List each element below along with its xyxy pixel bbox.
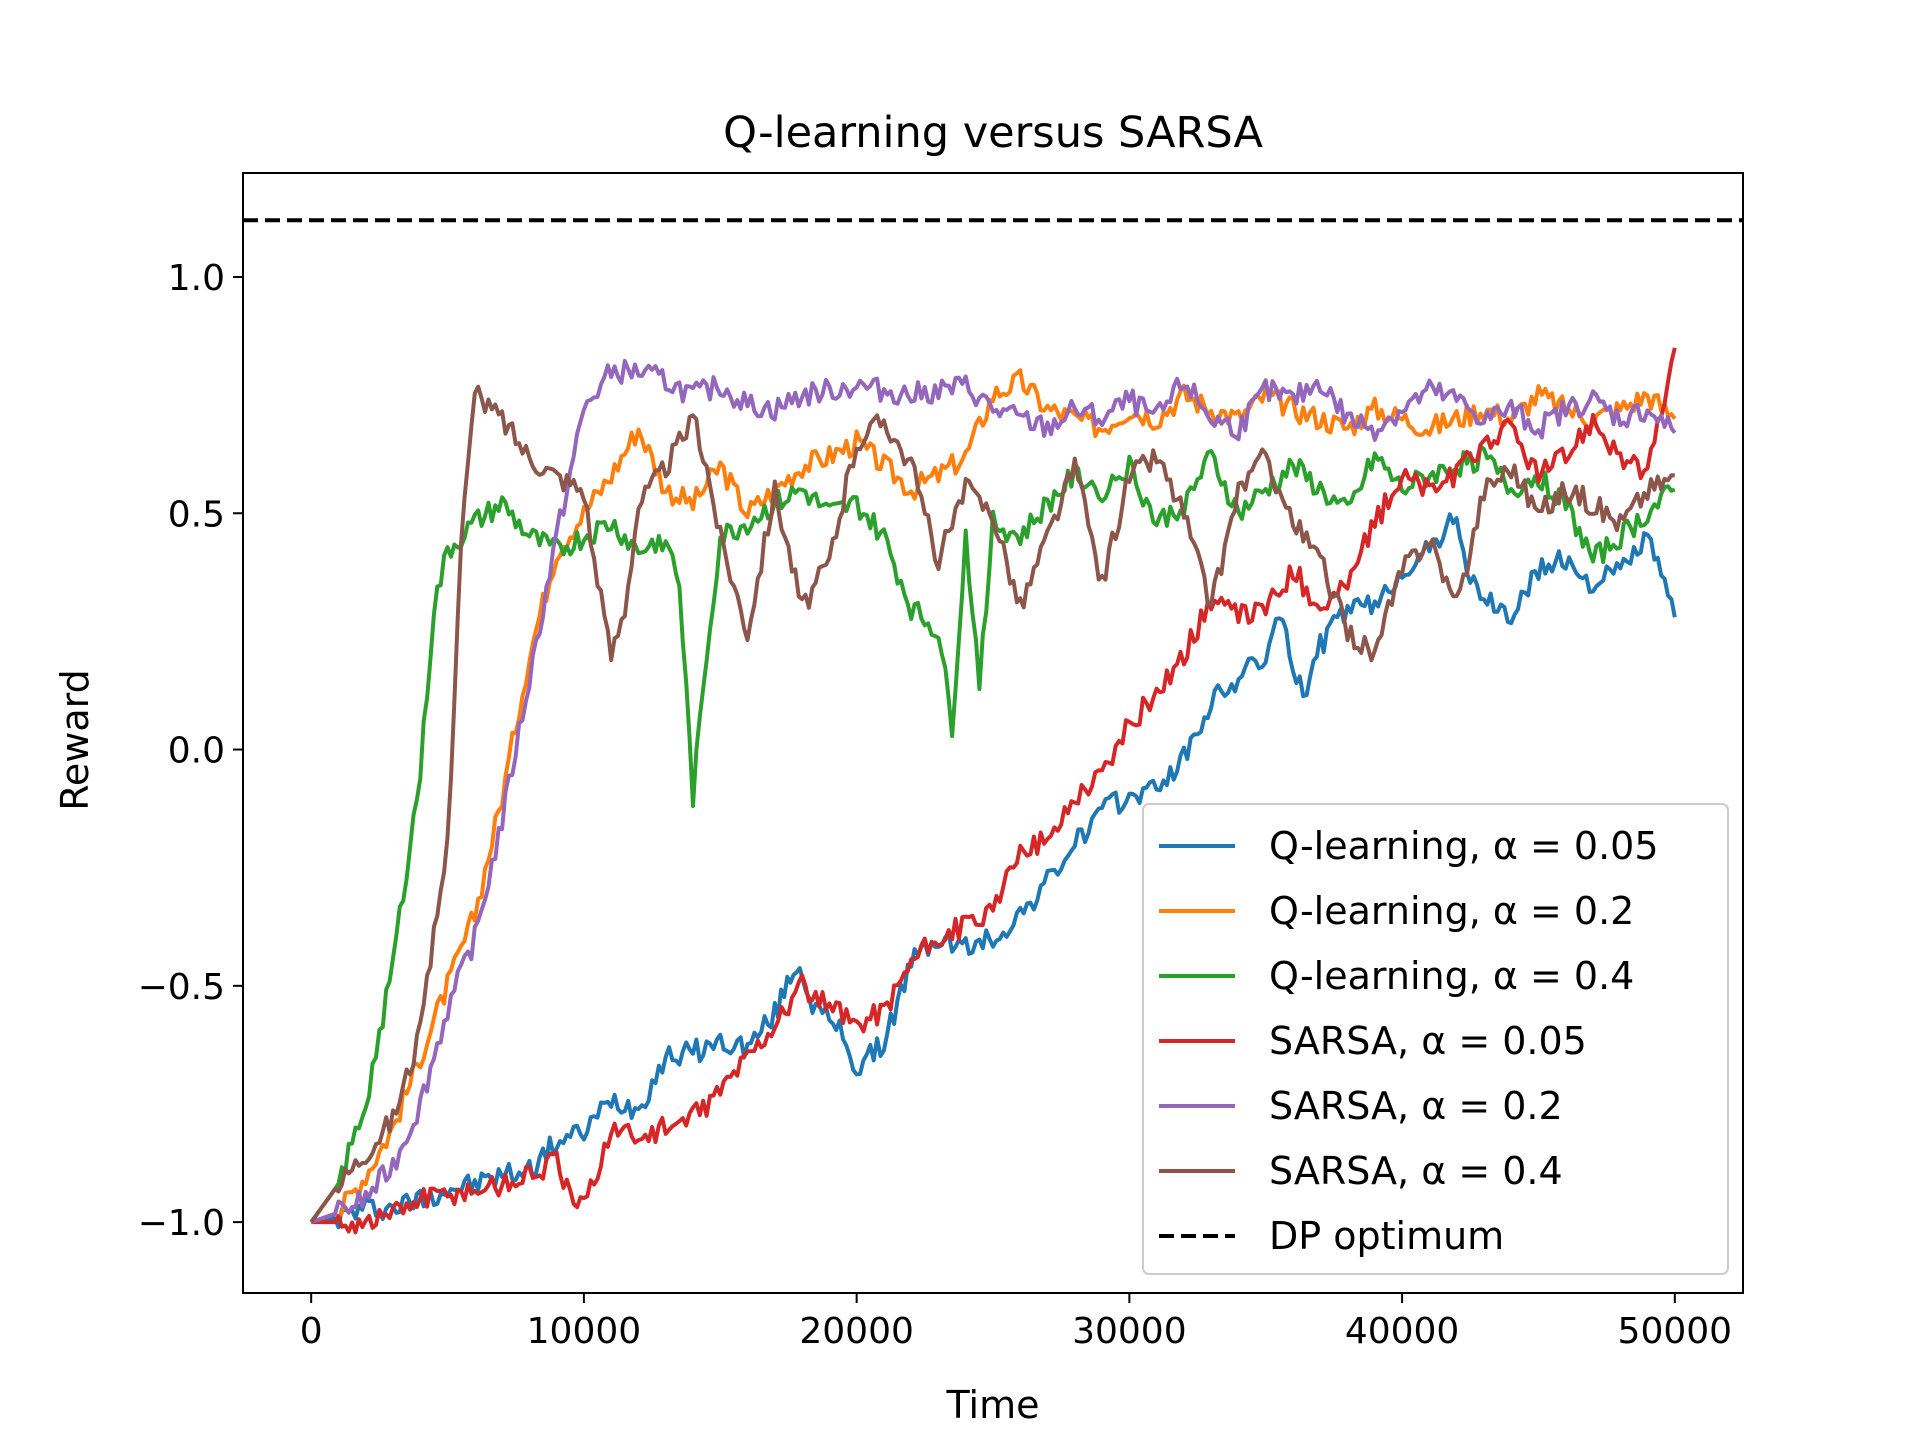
- legend-label: Q-learning, α = 0.4: [1269, 954, 1634, 998]
- y-tick-label: −1.0: [138, 1203, 225, 1244]
- plot-frame: [242, 172, 1744, 1294]
- y-tick-label: −0.5: [138, 967, 225, 1008]
- x-axis-label: Time: [946, 1383, 1040, 1427]
- series-line-6: [309, 384, 1675, 1224]
- chart-title: Q-learning versus SARSA: [723, 108, 1263, 158]
- legend-label: Q-learning, α = 0.05: [1269, 824, 1659, 868]
- series-line-1: [310, 512, 1677, 1230]
- axes: 0 10000 20000 30000 40000 50000 −1.0 −0.5 0.0 0.5…: [138, 172, 1744, 1352]
- legend-label: Q-learning, α = 0.2: [1269, 889, 1634, 933]
- series-line-4: [311, 347, 1677, 1235]
- x-tick-label: 0: [300, 1311, 323, 1352]
- x-tick-label: 30000: [1072, 1311, 1187, 1352]
- x-tick-label: 20000: [799, 1311, 914, 1352]
- legend-label: SARSA, α = 0.2: [1269, 1084, 1563, 1128]
- series-line-5: [310, 358, 1677, 1224]
- legend-box: [1142, 803, 1729, 1275]
- legend-label: SARSA, α = 0.05: [1269, 1019, 1587, 1063]
- x-tick-label: 10000: [527, 1311, 642, 1352]
- y-tick-label: 1.0: [168, 258, 225, 299]
- y-tick-label: 0.5: [168, 494, 225, 535]
- x-tick-label: 40000: [1345, 1311, 1460, 1352]
- x-tick-label: 50000: [1618, 1311, 1733, 1352]
- legend: Q-learning, α = 0.05 Q-learning, α = 0.2 Q…: [1142, 803, 1729, 1275]
- legend-label: DP optimum: [1269, 1214, 1504, 1258]
- series-line-2: [310, 368, 1677, 1224]
- plot-area: [243, 218, 1743, 1235]
- y-tick-label: 0.0: [168, 731, 225, 772]
- legend-label: SARSA, α = 0.4: [1269, 1149, 1563, 1193]
- y-axis-label: Reward: [53, 669, 97, 811]
